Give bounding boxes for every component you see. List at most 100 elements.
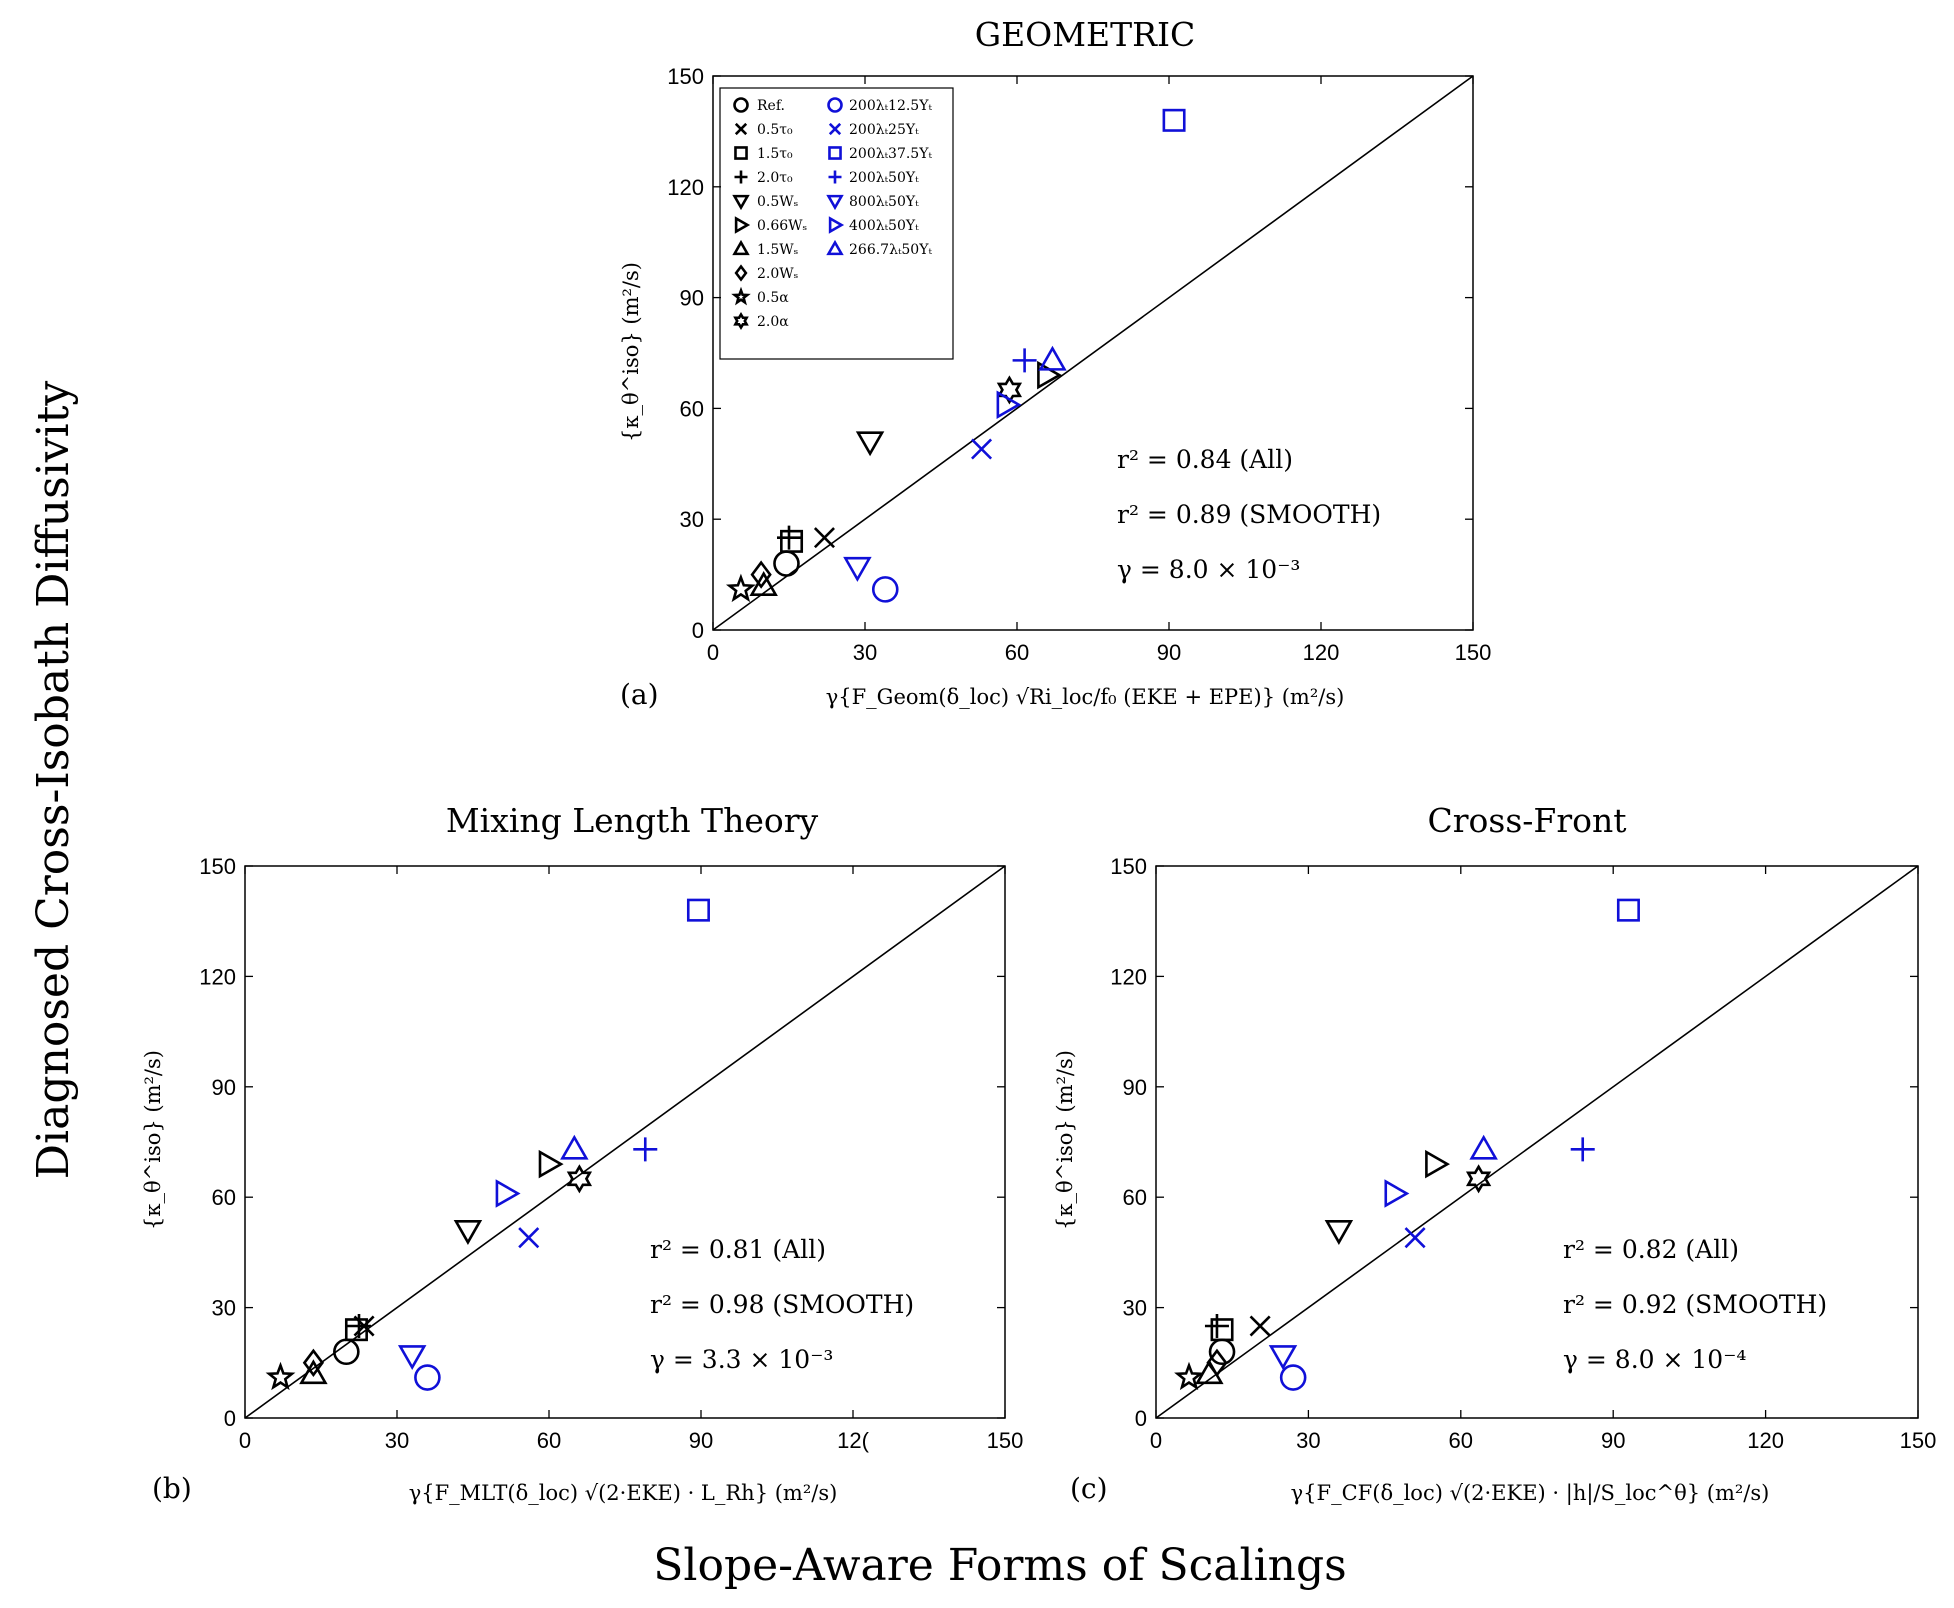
panel-a-ytick-label: 0 [692,618,704,643]
panel-c-point-800-50y- [1268,1345,1298,1371]
legend-label: 200λₜ37.5Yₜ [849,146,932,162]
panel-a-point-266p7-50y- [1038,345,1067,371]
panel-c-point-266p7-50y- [1469,1134,1498,1160]
legend-label: Ref. [757,98,785,114]
panel-b-point-2p0w- [302,1348,325,1377]
panel-c-point-0p66w- [1425,1149,1451,1179]
panel-a-xtick-label: 0 [707,640,719,665]
panel-a-annotation-1: r² = 0.84 (All) [1117,445,1293,474]
panel-c-point-1p5- [1210,1318,1234,1342]
legend-marker-0p5- [731,286,751,306]
panel-b-axes-box [244,865,1006,1419]
legend-label: 0.66Wₛ [757,218,808,234]
legend-marker-refp [733,97,749,113]
panel-c-xtick-label: 90 [1601,1428,1625,1453]
panel-a-point-0p5- [725,573,756,603]
panel-c-xtick-label: 120 [1747,1428,1784,1453]
figure-supxlabel: Slope-Aware Forms of Scalings [653,1540,1346,1591]
legend-marker-200-25y- [828,122,842,136]
panel-a-point-2p0- [996,375,1023,405]
panel-c-point-0p5- [1249,1315,1271,1337]
panel-b-xtick-label: 60 [537,1428,561,1453]
panel-b-ytick-label: 150 [199,854,236,879]
panel-b-xtick-label: 12( [837,1428,869,1453]
panel-b-ytick-label: 90 [212,1075,236,1100]
panel-c-reference-line [1155,865,1919,1419]
panel-a-point-1p5- [780,529,804,553]
panel-b-point-266p7-50y- [560,1134,589,1160]
legend-marker-200-50y- [828,170,842,184]
panel-c-point-0p5w- [1324,1220,1354,1245]
panel-a-point-200-50y- [1012,348,1037,373]
panel-c-ylabel: {κ_θ^iso} (m²/s) [1053,1050,1077,1230]
panel-a-ytick-label: 60 [680,396,704,421]
legend-label: 400λₜ50Yₜ [849,218,919,234]
panel-c-ytick-label: 30 [1123,1296,1147,1321]
panel-b-annotation-2: r² = 0.98 (SMOOTH) [650,1290,914,1319]
panel-a-xtick-label: 150 [1455,640,1492,665]
panel-c-point-200-37p5y- [1616,898,1640,922]
legend-label: 800λₜ50Yₜ [849,194,919,210]
panel-c-xlabel: γ{F_CF(δ_loc) √(2·EKE) · |h|/S_loc^θ} (m… [1291,1481,1770,1506]
panel-c-ytick-label: 150 [1110,854,1147,879]
panel-b-ytick-label: 0 [224,1406,236,1431]
panel-c-point-200-50y- [1570,1137,1595,1162]
panel-b-point-200-25y- [518,1227,540,1249]
panel-b-point-200-37p5y- [686,898,710,922]
panel-a-label: (a) [620,678,659,711]
panel-a: GEOMETRIC (a) γ{F_Geom(δ_loc) √Ri_loc/f₀… [619,15,1491,711]
legend-label: 0.5τ₀ [757,122,793,138]
panel-c-point-2p0- [1204,1314,1229,1338]
panel-b-xtick-label: 0 [239,1428,251,1453]
legend-marker-2p0- [733,311,749,331]
legend-label: 0.5Wₛ [757,194,799,210]
panel-b-point-1p5- [344,1318,368,1342]
panel-a-point-2p0- [777,525,801,550]
panel-c-annotation-1: r² = 0.82 (All) [1563,1235,1739,1264]
panel-b-ytick-label: 60 [212,1185,236,1210]
panel-b-point-200-12p5y- [414,1364,441,1391]
panel-c-annotation-2: r² = 0.92 (SMOOTH) [1563,1290,1827,1319]
panel-b-xtick-label: 90 [689,1428,713,1453]
panel-b-ylabel: {κ_θ^iso} (m²/s) [141,1050,165,1230]
panel-c-point-2p0- [1465,1164,1492,1194]
panel-b-label: (b) [152,1472,192,1505]
panel-b-point-800-50y- [397,1345,427,1371]
panel-a-xlabel: γ{F_Geom(δ_loc) √Ri_loc/f₀ (EKE + EPE)} … [826,685,1345,709]
panel-c: Cross-Front (c) γ{F_CF(δ_loc) √(2·EKE) ·… [1053,801,1936,1506]
panel-b-point-2p0- [347,1314,371,1338]
legend-label: 1.5Wₛ [757,242,799,258]
panel-c-point-refp [1208,1338,1236,1366]
panel-a-axes-box [712,75,1474,631]
panel-a-annotation-3: γ = 8.0 × 10⁻³ [1117,555,1300,584]
panel-c-point-0p5- [1174,1361,1204,1391]
panel-b-point-200-50y- [633,1137,658,1162]
legend-label: 1.5τ₀ [757,146,793,162]
panel-b-xtick-label: 30 [385,1428,409,1453]
panel-a-xtick-label: 90 [1157,640,1181,665]
panel-c-point-2p0w- [1206,1348,1228,1377]
panel-a-point-1p5w- [749,571,778,596]
panel-b-point-1p5w- [299,1359,328,1385]
legend-label: 2.0Wₛ [757,266,799,282]
panel-a-point-2p0w- [750,560,772,589]
panel-a-point-800-50y- [843,556,872,582]
legend-label: 2.0τ₀ [757,170,793,186]
panel-a-ytick-label: 30 [680,507,704,532]
panel-c-axes-box [1155,865,1919,1419]
panel-b-ytick-label: 30 [212,1296,236,1321]
panel-a-xtick-label: 30 [853,640,877,665]
legend-label: 200λₜ50Yₜ [849,170,919,186]
panel-c-xtick-label: 150 [1900,1428,1937,1453]
panel-a-reference-line [712,75,1474,631]
panel-c-ytick-label: 60 [1123,1185,1147,1210]
panel-c-xtick-label: 30 [1296,1428,1320,1453]
panel-a-ylabel: {κ_θ^iso} (m²/s) [619,262,643,442]
panel-b-point-refp [333,1338,360,1366]
panel-b-point-0p5- [265,1361,296,1391]
legend-marker-2p0w- [734,264,748,282]
panel-c-ytick-label: 120 [1110,964,1147,989]
panel-b-ytick-label: 120 [199,964,236,989]
legend-marker-2p0- [734,170,748,184]
